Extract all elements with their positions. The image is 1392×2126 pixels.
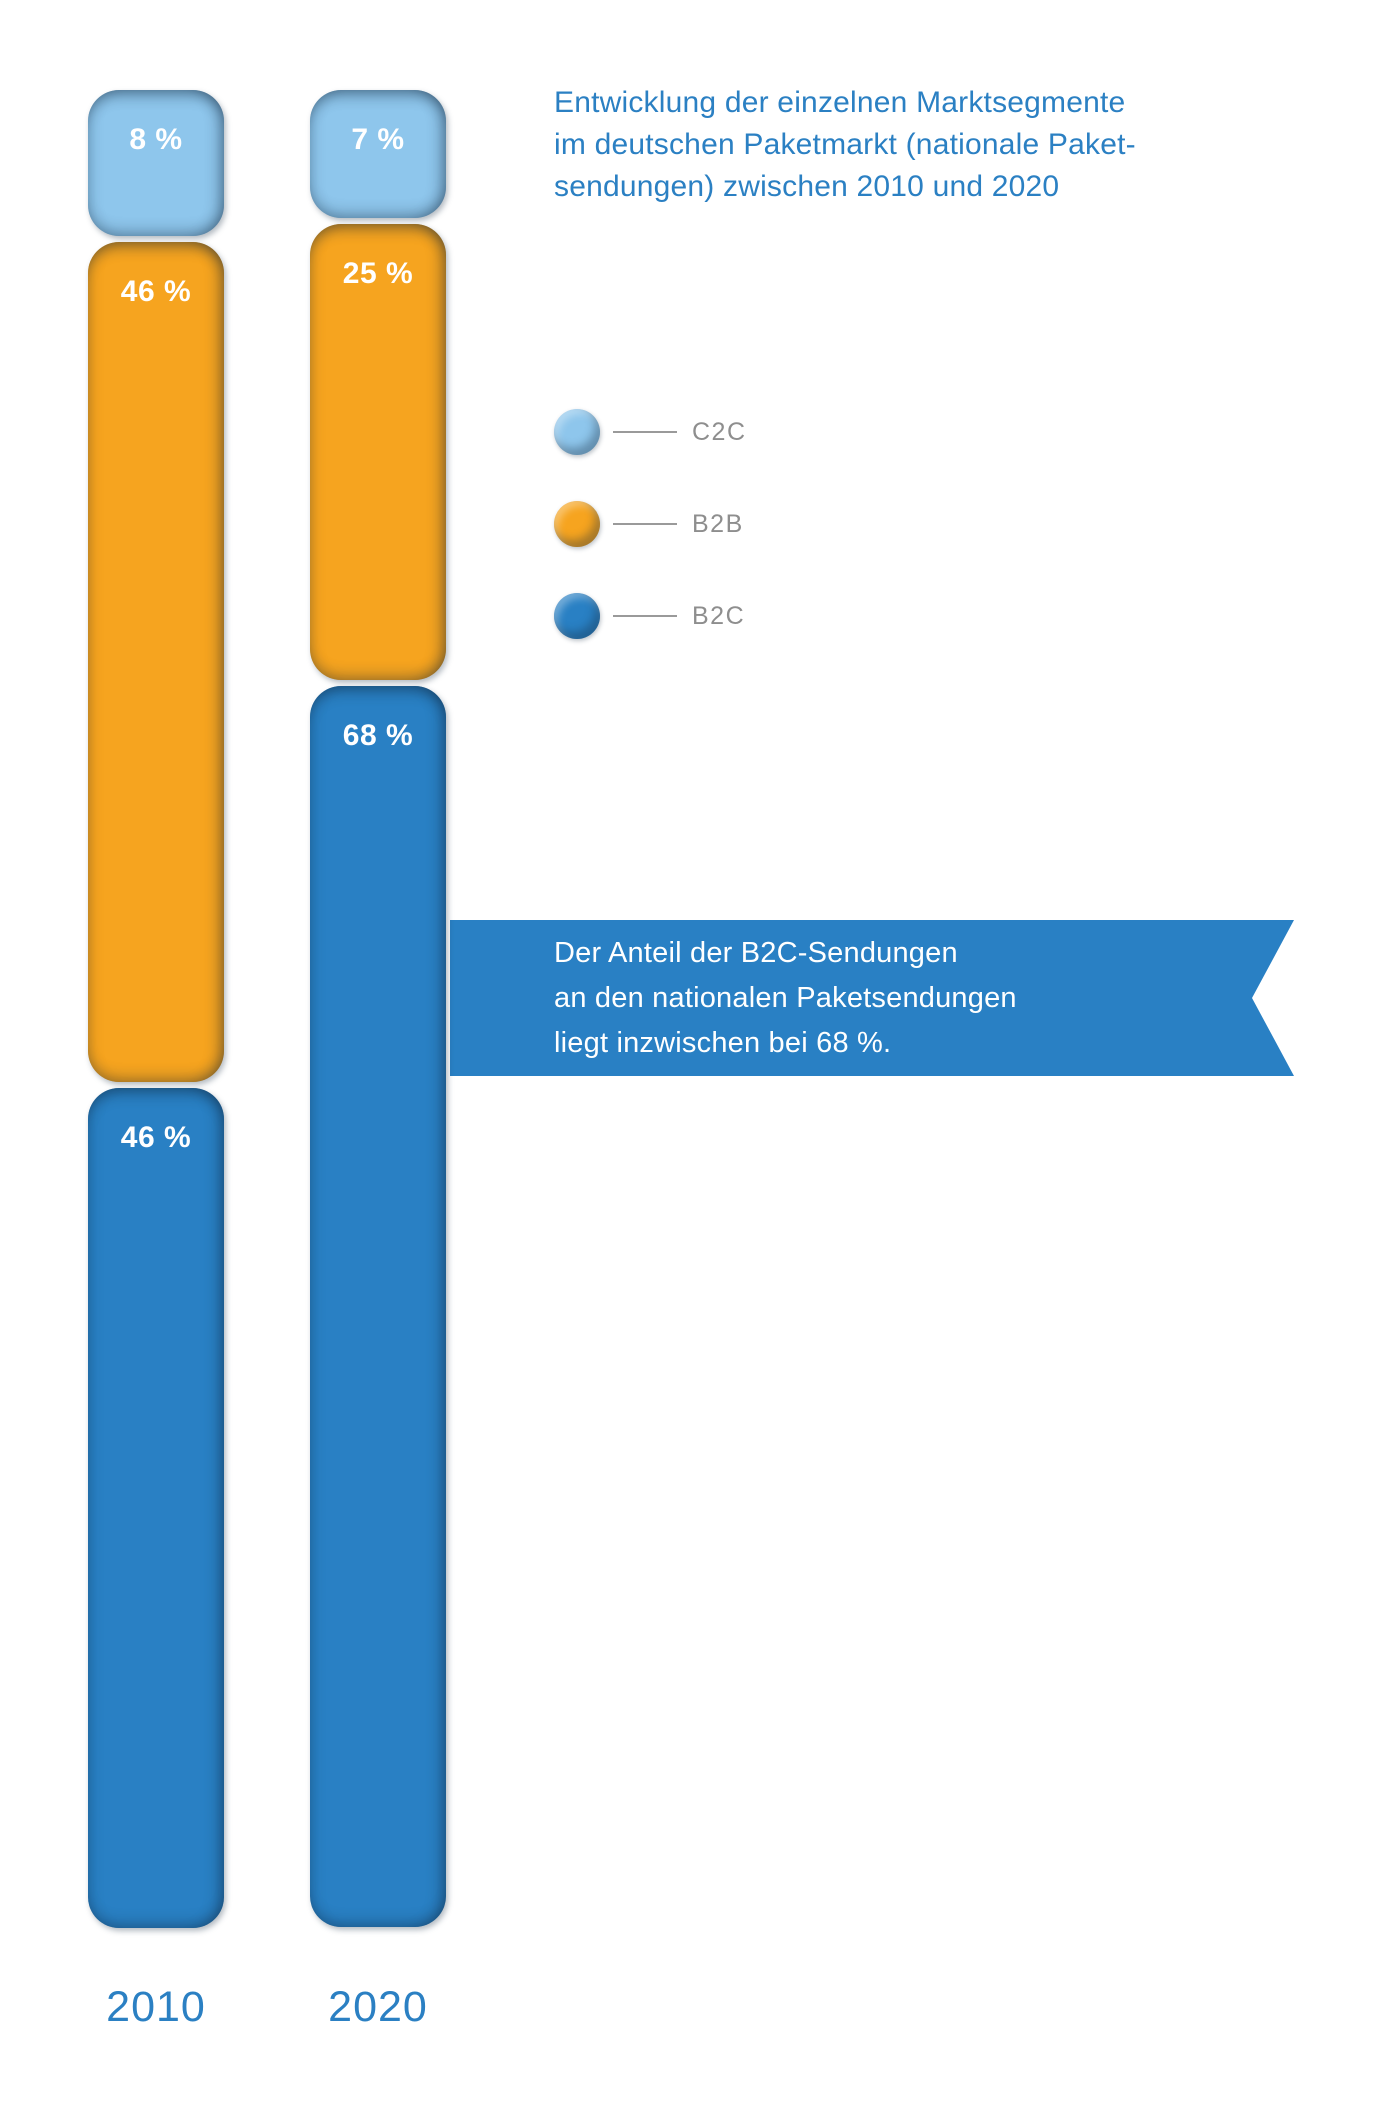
segment-value-label-b2b-2010: 46 % bbox=[120, 275, 192, 308]
segment-value-label-c2c-2010: 8 % bbox=[129, 123, 183, 156]
legend-item-c2c: C2C bbox=[554, 409, 747, 455]
bar-2010-segment-c2c: 8 % bbox=[88, 90, 224, 236]
b2c-color-dot-icon bbox=[554, 593, 600, 639]
bar-2020-segment-b2b: 25 % bbox=[310, 224, 446, 680]
callout-banner: Der Anteil der B2C-Sendungen an den nati… bbox=[450, 920, 1294, 1076]
legend-label-b2b: B2B bbox=[692, 509, 744, 538]
bar-2020-segment-c2c: 7 % bbox=[310, 90, 446, 218]
legend-item-b2b: B2B bbox=[554, 501, 747, 547]
legend-connector-line bbox=[613, 431, 677, 433]
chart-title-line-3: sendungen) zwischen 2010 und 2020 bbox=[554, 170, 1060, 203]
segment-value-label-b2c-2020: 68 % bbox=[342, 719, 414, 752]
b2b-color-dot-icon bbox=[554, 501, 600, 547]
legend-connector-line bbox=[613, 615, 677, 617]
chart-title-line-2: im deutschen Paketmarkt (nationale Paket… bbox=[554, 128, 1136, 161]
category-label-2010: 2010 bbox=[106, 1983, 206, 2031]
callout-line-2: an den nationalen Paketsendungen bbox=[554, 982, 1017, 1014]
legend-connector-line bbox=[613, 523, 677, 525]
chart-title-line-1: Entwicklung der einzelnen Marktsegmente bbox=[554, 86, 1126, 119]
segment-value-label-c2c-2020: 7 % bbox=[351, 123, 405, 156]
bar-2010-segment-b2c: 46 % bbox=[88, 1088, 224, 1928]
legend-label-b2c: B2C bbox=[692, 601, 746, 630]
category-label-2020: 2020 bbox=[328, 1983, 428, 2031]
chart-title: Entwicklung der einzelnen Marktsegmente … bbox=[554, 82, 1136, 208]
bar-2010: 8 % 46 % 46 % bbox=[88, 90, 224, 1928]
callout-line-3: liegt inzwischen bei 68 %. bbox=[554, 1027, 892, 1059]
bar-2020: 7 % 25 % 68 % bbox=[310, 90, 446, 1927]
legend: C2C B2B B2C bbox=[554, 409, 747, 639]
callout-line-1: Der Anteil der B2C-Sendungen bbox=[554, 937, 958, 969]
legend-label-c2c: C2C bbox=[692, 417, 747, 446]
c2c-color-dot-icon bbox=[554, 409, 600, 455]
legend-item-b2c: B2C bbox=[554, 593, 747, 639]
bar-2010-segment-b2b: 46 % bbox=[88, 242, 224, 1082]
callout-text: Der Anteil der B2C-Sendungen an den nati… bbox=[450, 920, 1294, 1066]
segment-value-label-b2b-2020: 25 % bbox=[342, 257, 414, 290]
segment-value-label-b2c-2010: 46 % bbox=[120, 1121, 192, 1154]
bar-2020-segment-b2c: 68 % bbox=[310, 686, 446, 1927]
